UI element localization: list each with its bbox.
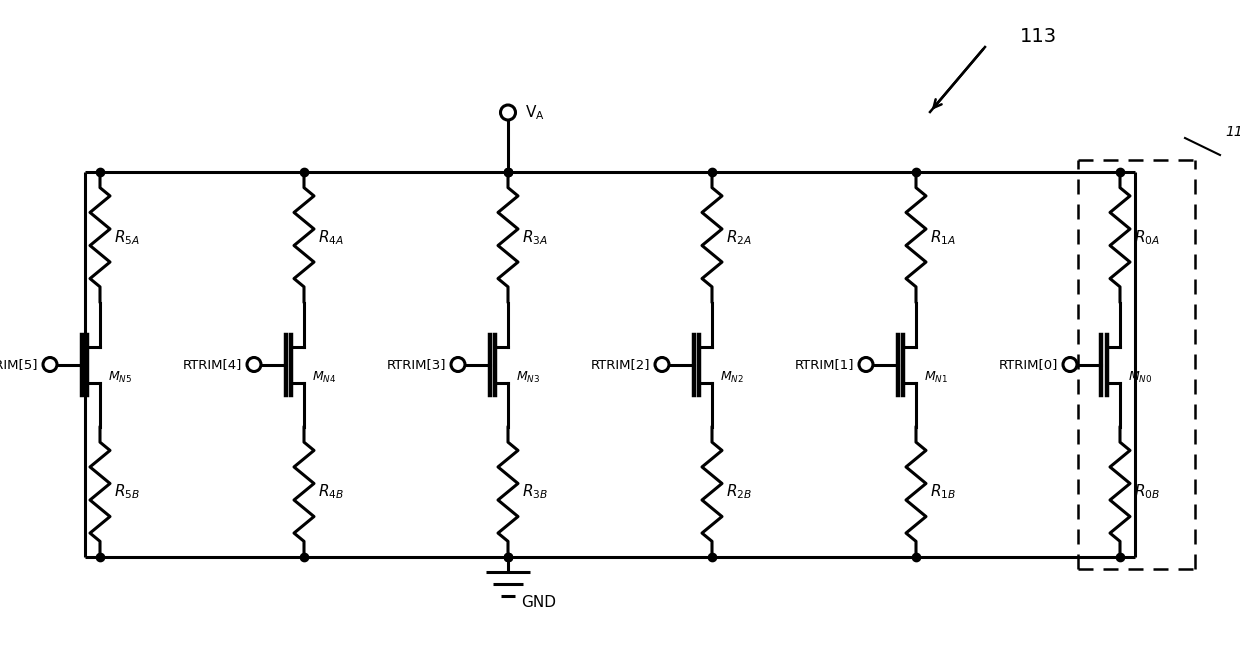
- Text: $M_{N5}$: $M_{N5}$: [108, 369, 133, 385]
- Text: $M_{N3}$: $M_{N3}$: [516, 369, 541, 385]
- Text: $M_{N0}$: $M_{N0}$: [1128, 369, 1152, 385]
- Text: $M_{N4}$: $M_{N4}$: [312, 369, 336, 385]
- Text: $R_{3A}$: $R_{3A}$: [522, 228, 548, 247]
- Text: $R_{2A}$: $R_{2A}$: [725, 228, 751, 247]
- Text: $R_{4B}$: $R_{4B}$: [317, 483, 343, 501]
- Text: GND: GND: [521, 595, 556, 610]
- Text: 113a: 113a: [1225, 125, 1240, 139]
- Text: $M_{N1}$: $M_{N1}$: [924, 369, 949, 385]
- Text: $R_{2B}$: $R_{2B}$: [725, 483, 751, 501]
- Text: $R_{1B}$: $R_{1B}$: [930, 483, 956, 501]
- Text: $R_{3B}$: $R_{3B}$: [522, 483, 548, 501]
- Text: $\mathregular{V_A}$: $\mathregular{V_A}$: [525, 103, 544, 122]
- Text: RTRIM[0]: RTRIM[0]: [998, 358, 1058, 371]
- Text: $R_{4A}$: $R_{4A}$: [317, 228, 343, 247]
- Text: RTRIM[2]: RTRIM[2]: [590, 358, 650, 371]
- Text: RTRIM[4]: RTRIM[4]: [182, 358, 242, 371]
- Text: $R_{5B}$: $R_{5B}$: [114, 483, 140, 501]
- Text: $M_{N2}$: $M_{N2}$: [720, 369, 744, 385]
- Text: RTRIM[3]: RTRIM[3]: [387, 358, 446, 371]
- Text: $R_{1A}$: $R_{1A}$: [930, 228, 956, 247]
- Text: 113: 113: [1021, 28, 1058, 46]
- Text: RTRIM[1]: RTRIM[1]: [795, 358, 854, 371]
- Text: $R_{5A}$: $R_{5A}$: [114, 228, 140, 247]
- Text: $R_{0A}$: $R_{0A}$: [1135, 228, 1159, 247]
- Text: $R_{0B}$: $R_{0B}$: [1135, 483, 1161, 501]
- Text: RTRIM[5]: RTRIM[5]: [0, 358, 38, 371]
